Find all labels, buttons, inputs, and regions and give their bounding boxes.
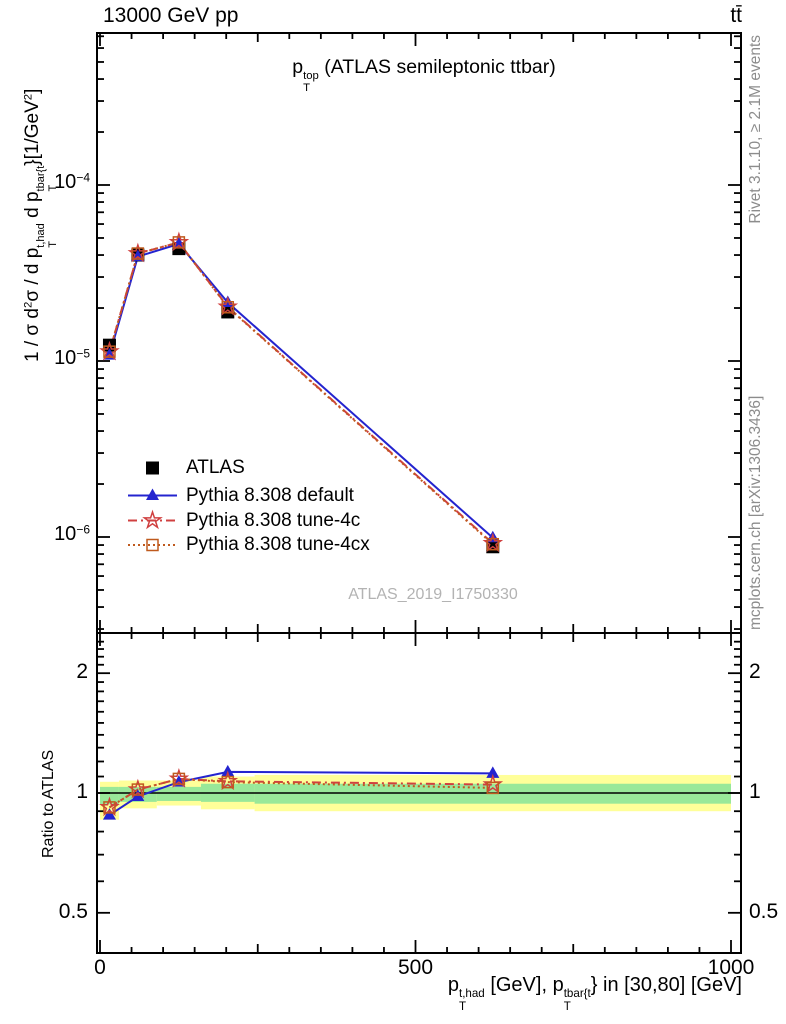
main-line-pythia-8-308-tune-4c	[108, 241, 494, 545]
process-label: tt̄	[730, 4, 742, 27]
x-tick-label: 1000	[707, 956, 755, 979]
ratio-marker	[131, 783, 145, 796]
main-marker	[172, 236, 186, 249]
superscript: 2	[22, 93, 35, 101]
ratio-y-tick-label-right: 1	[749, 780, 761, 803]
legend-sample-marker	[142, 509, 163, 530]
ratio-marker	[221, 775, 235, 789]
legend-sample-marker	[146, 461, 159, 475]
legend-label-atlas: ATLAS	[186, 457, 245, 478]
ratio-band-green	[100, 786, 119, 805]
sub-sup-stack: t,had T	[35, 223, 60, 248]
main-marker	[131, 249, 145, 262]
rivet-version-label: Rivet 3.1.10, ≥ 2.1M events	[747, 35, 764, 224]
sup-part: tbar{t	[563, 987, 591, 1001]
legend-label-pythia-8-308-tune-4c: Pythia 8.308 tune-4c	[186, 509, 361, 531]
sub-sup-stack: top T	[303, 70, 319, 94]
plot-title: p top T (ATLAS semileptonic ttbar)	[292, 56, 556, 95]
ratio-y-tick-label-right: 2	[749, 660, 761, 684]
ratio-band-green	[156, 786, 201, 801]
legend-label-pythia-8-308-default: Pythia 8.308 default	[186, 484, 354, 506]
sub-sup-stack: t,had T	[459, 988, 485, 1013]
y-axis-label: 1 / σ d2σ / d p t,had T d p tbar{t T}[1/GeV2…	[22, 88, 60, 362]
main-marker	[486, 537, 500, 551]
exponent: −6	[76, 522, 90, 537]
ratio-line-pythia-8-308-tune-4c	[108, 777, 493, 809]
ratio-y-tick-label-left: 1	[76, 780, 88, 803]
sup-part: t,had	[458, 987, 485, 1001]
main-y-tick-label: 10−5	[54, 346, 90, 369]
mcplots-reference-label: mcplots.cern.ch [arXiv:1306.3436]	[747, 395, 764, 630]
sub-part: T	[303, 82, 310, 95]
ratio-marker	[486, 781, 500, 795]
sub-part: T	[46, 240, 59, 248]
main-y-tick-label: 10−4	[54, 170, 90, 193]
ratio-marker	[172, 772, 186, 786]
ratio-marker	[486, 766, 500, 778]
ratio-y-tick-label-left: 2	[76, 660, 88, 684]
main-marker	[131, 247, 145, 260]
ratio-y-tick-label-left: 0.5	[58, 899, 88, 923]
ratio-marker	[103, 801, 116, 814]
sub-sup-stack: tbar{t T	[564, 988, 591, 1013]
x-axis-label: p t,had T [GeV], p tbar{t T} in [30,80] [GeV…	[447, 974, 742, 1013]
sub-part: T	[458, 999, 467, 1013]
exponent: −5	[76, 346, 90, 361]
exponent: −4	[76, 170, 90, 185]
x-tick-label: 0	[94, 956, 106, 979]
legend-sample-marker	[146, 488, 159, 500]
legend-label-pythia-8-308-tune-4cx: Pythia 8.308 tune-4cx	[186, 534, 370, 555]
legend-sample-marker	[146, 538, 159, 552]
sub-part: T	[563, 999, 571, 1013]
x-tick-label: 500	[397, 956, 434, 979]
ratio-marker	[102, 808, 116, 820]
sup-part: top	[303, 70, 319, 83]
main-y-tick-label: 10−6	[54, 522, 90, 545]
analysis-id-watermark: ATLAS_2019_I1750330	[348, 586, 518, 603]
beam-energy-label: 13000 GeV pp	[103, 4, 239, 27]
main-marker	[221, 301, 235, 314]
superscript: 2	[22, 301, 35, 309]
ratio-y-axis-label: Ratio to ATLAS	[40, 749, 57, 858]
main-marker	[103, 345, 116, 358]
ratio-y-tick-label-right: 0.5	[749, 899, 779, 923]
